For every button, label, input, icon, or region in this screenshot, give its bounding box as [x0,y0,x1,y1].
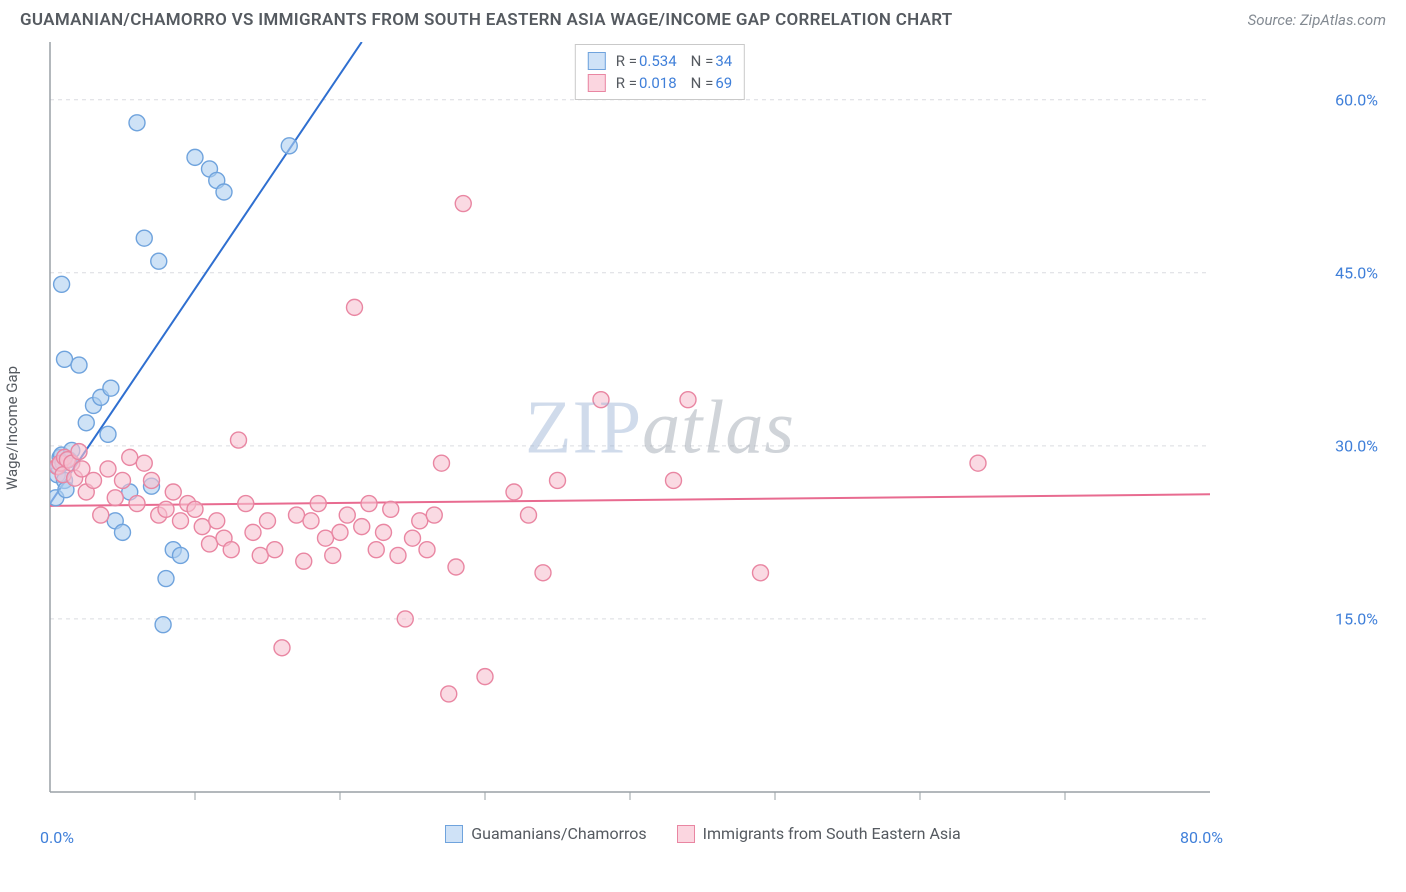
source-label: Source: ZipAtlas.com [1248,11,1386,29]
n-value: 69 [715,74,732,92]
legend-swatch-blue [588,52,606,70]
chart-container: Wage/Income Gap R =0.534N =34 R =0.018N … [20,38,1300,818]
legend-label: Immigrants from South Eastern Asia [703,824,961,843]
legend-swatch-pink [677,825,695,843]
legend-label: Guamanians/Chamorros [471,824,646,843]
y-tick-label: 15.0% [1335,609,1378,628]
legend-swatch-blue [445,825,463,843]
x-axis-max-label: 80.0% [1180,828,1223,847]
y-tick-label: 30.0% [1335,436,1378,455]
r-label: R = [616,52,637,70]
n-label: N = [691,74,714,92]
legend-item: Immigrants from South Eastern Asia [677,824,961,843]
legend-item: Guamanians/Chamorros [445,824,646,843]
chart-title: GUAMANIAN/CHAMORRO VS IMMIGRANTS FROM SO… [20,10,953,30]
legend-correlation: R =0.534 N =34 R =0.018 N =69 [575,44,745,100]
y-tick-label: 45.0% [1335,263,1378,282]
legend-row: R =0.534 N =34 [588,50,732,72]
scatter-plot-svg [20,38,1300,818]
n-value: 34 [715,52,732,70]
r-label: R = [616,74,637,92]
y-tick-label: 60.0% [1335,90,1378,109]
legend-row: R =0.018 N =69 [588,72,732,94]
n-label: N = [691,52,714,70]
x-axis-min-label: 0.0% [40,828,74,847]
r-value: 0.534 [639,52,677,70]
legend-swatch-pink [588,74,606,92]
y-axis-label: Wage/Income Gap [3,366,21,490]
r-value: 0.018 [639,74,677,92]
